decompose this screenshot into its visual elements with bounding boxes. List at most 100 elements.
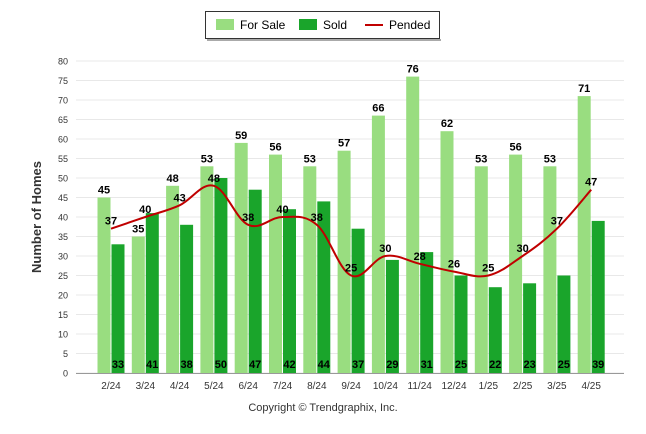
bar-sold bbox=[351, 228, 365, 373]
bar-sold bbox=[420, 252, 434, 373]
y-tick-label: 50 bbox=[58, 174, 68, 184]
data-label-sold: 25 bbox=[558, 359, 570, 371]
bar-sold bbox=[180, 224, 194, 373]
bar-for-sale bbox=[371, 115, 385, 373]
x-tick-label: 9/24 bbox=[341, 381, 361, 392]
x-tick-label: 1/25 bbox=[479, 381, 499, 392]
legend-swatch-sold bbox=[299, 19, 317, 30]
y-tick-label: 45 bbox=[58, 193, 68, 203]
y-tick-label: 15 bbox=[58, 310, 68, 320]
data-label-pended: 37 bbox=[105, 216, 117, 228]
legend: For Sale Sold Pended bbox=[205, 11, 441, 41]
x-tick-label: 4/24 bbox=[170, 381, 190, 392]
data-label-sold: 31 bbox=[421, 359, 433, 371]
bar-for-sale bbox=[577, 96, 591, 373]
bar-for-sale bbox=[97, 197, 111, 373]
legend-label-pended: Pended bbox=[389, 18, 430, 32]
bar-sold bbox=[523, 283, 537, 373]
legend-box bbox=[205, 11, 440, 39]
bar-for-sale bbox=[269, 154, 282, 373]
bar-for-sale bbox=[543, 166, 557, 373]
data-label-for-sale: 53 bbox=[544, 153, 556, 165]
bar-sold bbox=[214, 178, 228, 373]
data-label-pended: 28 bbox=[414, 251, 426, 263]
data-labels: 45 33 37 35 41 40 48 38 43 53 50 48 59 47 38 56 42 40 53 44… bbox=[98, 64, 604, 371]
data-label-sold: 38 bbox=[180, 359, 192, 371]
bar-for-sale bbox=[200, 166, 214, 373]
y-tick-label: 35 bbox=[58, 232, 68, 242]
data-label-pended: 43 bbox=[173, 192, 185, 204]
data-label-for-sale: 71 bbox=[578, 83, 590, 95]
data-label-sold: 44 bbox=[318, 359, 331, 371]
data-label-for-sale: 62 bbox=[441, 118, 453, 130]
bar-sold bbox=[591, 220, 605, 373]
line-pended bbox=[110, 184, 592, 278]
copyright-footer: Copyright © Trendgraphix, Inc. bbox=[248, 402, 398, 414]
data-label-sold: 41 bbox=[146, 359, 158, 371]
bar-sold bbox=[488, 287, 502, 373]
data-label-sold: 50 bbox=[215, 359, 227, 371]
legend-label-for-sale: For Sale bbox=[240, 18, 286, 32]
bar-sold bbox=[317, 201, 331, 373]
bar-for-sale bbox=[337, 150, 351, 373]
data-label-for-sale: 56 bbox=[269, 142, 281, 154]
x-tick-label: 10/24 bbox=[373, 381, 398, 392]
y-tick-label: 75 bbox=[58, 76, 68, 86]
y-tick-label: 30 bbox=[58, 252, 68, 262]
y-tick-label: 60 bbox=[58, 135, 68, 145]
x-ticks: 2/24 3/24 4/24 5/24 6/24 7/24 8/24 9/24 10/24 11/… bbox=[101, 381, 601, 392]
data-label-for-sale: 35 bbox=[132, 224, 144, 236]
data-label-sold: 37 bbox=[352, 359, 364, 371]
data-label-pended: 38 bbox=[242, 212, 254, 224]
legend-swatch-for-sale bbox=[216, 19, 234, 30]
data-label-pended: 26 bbox=[448, 259, 460, 271]
data-label-for-sale: 66 bbox=[372, 103, 384, 115]
data-label-for-sale: 45 bbox=[98, 185, 110, 197]
data-label-pended: 25 bbox=[345, 263, 357, 275]
data-label-pended: 47 bbox=[585, 177, 597, 189]
x-tick-label: 11/24 bbox=[408, 381, 433, 392]
y-tick-label: 65 bbox=[58, 115, 68, 125]
bar-for-sale bbox=[406, 76, 420, 373]
data-label-pended: 40 bbox=[139, 204, 151, 216]
y-tick-label: 80 bbox=[58, 57, 68, 67]
y-axis-title: Number of Homes bbox=[29, 161, 44, 273]
x-tick-label: 5/24 bbox=[204, 381, 224, 392]
bar-for-sale bbox=[474, 166, 488, 373]
x-tick-label: 6/24 bbox=[238, 381, 258, 392]
y-tick-label: 55 bbox=[58, 154, 68, 164]
data-label-sold: 42 bbox=[283, 359, 295, 371]
y-tick-label: 10 bbox=[58, 330, 68, 340]
data-label-sold: 22 bbox=[489, 359, 501, 371]
bar-sold bbox=[283, 209, 296, 373]
y-tick-label: 40 bbox=[58, 213, 68, 223]
bar-for-sale bbox=[509, 154, 523, 373]
data-label-for-sale: 53 bbox=[304, 153, 316, 165]
bar-for-sale bbox=[166, 185, 180, 373]
data-label-for-sale: 59 bbox=[235, 130, 247, 142]
x-tick-label: 3/25 bbox=[547, 381, 567, 392]
data-label-for-sale: 48 bbox=[166, 173, 178, 185]
data-label-sold: 47 bbox=[249, 359, 261, 371]
y-tick-label: 70 bbox=[58, 96, 68, 106]
x-tick-label: 7/24 bbox=[273, 381, 293, 392]
data-label-pended: 25 bbox=[482, 263, 494, 275]
data-label-pended: 30 bbox=[379, 243, 391, 255]
data-label-sold: 39 bbox=[592, 359, 604, 371]
data-label-for-sale: 53 bbox=[201, 153, 213, 165]
bar-sold bbox=[385, 259, 399, 373]
bar-for-sale bbox=[234, 142, 248, 373]
legend-label-sold: Sold bbox=[323, 18, 347, 32]
data-label-pended: 48 bbox=[208, 173, 220, 185]
x-tick-label: 8/24 bbox=[307, 381, 327, 392]
x-tick-label: 2/25 bbox=[513, 381, 533, 392]
data-label-pended: 38 bbox=[311, 212, 323, 224]
y-tick-label: 25 bbox=[58, 271, 68, 281]
data-label-sold: 29 bbox=[386, 359, 398, 371]
data-label-sold: 23 bbox=[523, 359, 535, 371]
bar-sold bbox=[454, 275, 468, 373]
bar-sold bbox=[111, 244, 125, 373]
bars bbox=[97, 76, 605, 373]
